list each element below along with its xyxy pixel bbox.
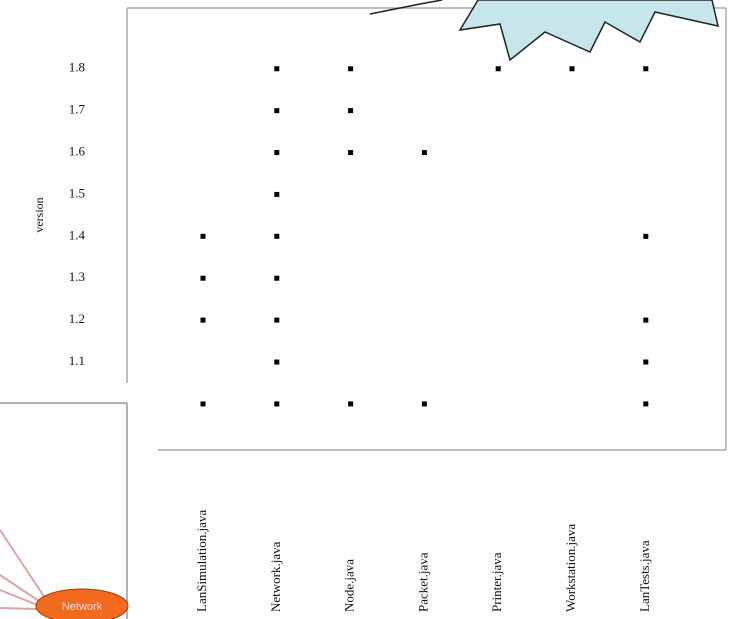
x-tick-label: LanSimulation.java (194, 510, 209, 612)
data-point (643, 317, 649, 323)
data-point (495, 66, 501, 72)
y-tick-label: 1.7 (69, 102, 86, 117)
y-tick-label: 1.3 (69, 269, 85, 284)
data-point (274, 275, 280, 281)
y-axis-label: version (32, 197, 46, 232)
data-point (274, 233, 280, 239)
data-point (421, 401, 427, 407)
x-tick-label: Packet.java (415, 552, 430, 612)
overlay-node-label: Network (62, 601, 103, 613)
data-point (200, 233, 206, 239)
data-point (200, 401, 206, 407)
data-point (274, 150, 280, 156)
data-point (200, 275, 206, 281)
overlay-edges (0, 529, 46, 610)
x-tick-label: Network.java (268, 541, 283, 612)
data-point (348, 108, 354, 114)
y-tick-label: 1.5 (69, 185, 85, 200)
y-tick-label: 1.1 (69, 353, 85, 368)
data-point (348, 150, 354, 156)
data-point (274, 108, 280, 114)
data-point (643, 66, 649, 72)
y-tick-label: 1.4 (69, 227, 86, 242)
x-tick-label: Workstation.java (563, 524, 578, 612)
data-point (348, 401, 354, 407)
data-point (569, 66, 575, 72)
x-tick-label: Node.java (342, 559, 357, 612)
y-tick-label: 1.2 (69, 311, 85, 326)
data-point (348, 66, 354, 72)
y-tick-label: 1.8 (69, 60, 85, 75)
data-point (643, 233, 649, 239)
callout-edge (369, 0, 443, 15)
data-point (274, 191, 280, 197)
data-point (200, 317, 206, 323)
overlay-node (35, 588, 129, 619)
data-point (274, 359, 280, 365)
data-point (643, 401, 649, 407)
starburst-callout (458, 0, 719, 62)
data-point (274, 317, 280, 323)
data-point (643, 359, 649, 365)
data-point (274, 66, 280, 72)
x-tick-label: LanTests.java (637, 540, 652, 612)
y-tick-label: 1.6 (69, 144, 86, 159)
data-point (274, 401, 280, 407)
data-point (421, 150, 427, 156)
overlay-panel (0, 403, 127, 619)
x-tick-label: Printer.java (489, 552, 504, 612)
